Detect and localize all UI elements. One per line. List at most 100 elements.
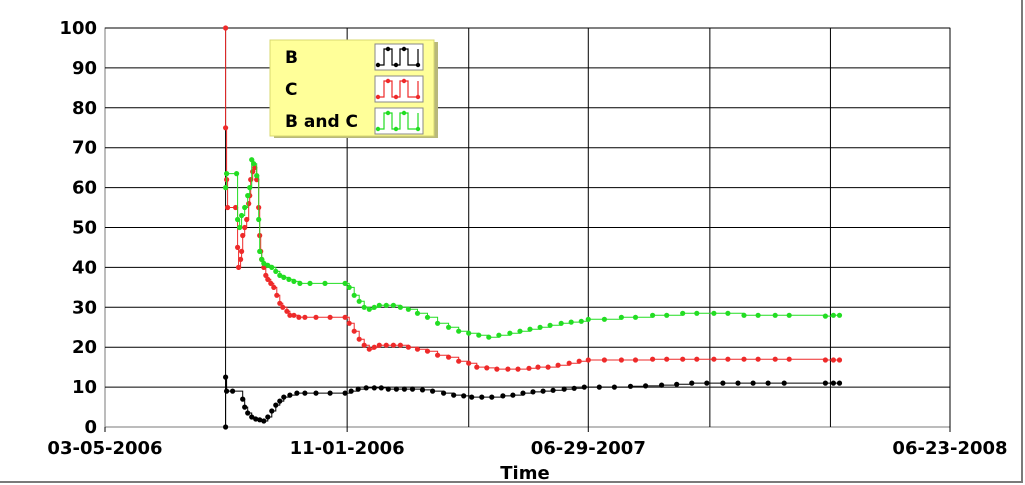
y-tick-label: 100 [59, 18, 97, 39]
data-point [342, 280, 348, 286]
data-point [249, 414, 255, 420]
y-tick-label: 10 [72, 377, 97, 398]
x-axis: 03-05-2006 11-01-2006 06-29-2007 06-23-2008 [47, 427, 1008, 459]
data-point [405, 306, 411, 312]
data-point [755, 356, 761, 362]
data-point [517, 328, 523, 334]
data-point [265, 276, 271, 282]
legend-label: B [285, 48, 298, 68]
data-point [383, 342, 389, 348]
x-axis-title: Time [500, 463, 549, 484]
data-point [223, 374, 229, 380]
data-point [246, 201, 252, 207]
data-point [327, 314, 333, 320]
data-point [397, 304, 403, 310]
data-point [466, 360, 472, 366]
data-point [741, 356, 747, 362]
data-point [356, 336, 362, 342]
data-point [456, 328, 462, 334]
data-point [269, 408, 275, 414]
data-point [239, 212, 245, 219]
data-point [537, 324, 543, 330]
data-point [302, 390, 308, 396]
data-point [273, 268, 279, 274]
data-point [322, 280, 328, 286]
data-point [540, 388, 546, 394]
data-point [286, 276, 292, 282]
data-point [277, 300, 283, 306]
data-point [424, 348, 431, 354]
data-point [294, 390, 300, 396]
data-point [414, 310, 421, 316]
data-point [664, 312, 670, 318]
data-point [830, 380, 837, 386]
data-point [689, 380, 695, 386]
data-point [555, 362, 561, 368]
data-point [765, 380, 771, 386]
data-point [494, 366, 500, 372]
data-point [750, 380, 756, 386]
data-point [741, 312, 747, 318]
data-point [561, 386, 567, 392]
data-point [385, 386, 391, 392]
data-point [585, 357, 591, 363]
data-point [390, 302, 396, 308]
data-point [469, 394, 475, 400]
data-point [313, 390, 319, 396]
data-point [224, 388, 230, 394]
data-point [489, 394, 495, 400]
data-point [277, 398, 283, 404]
data-point [378, 385, 384, 391]
data-point [530, 389, 536, 395]
data-point [307, 280, 313, 286]
data-point [371, 344, 377, 350]
data-point [786, 312, 792, 318]
data-point [263, 272, 269, 278]
data-point [711, 356, 717, 362]
legend-swatch [374, 43, 424, 71]
data-point [822, 357, 829, 363]
data-point [618, 314, 625, 320]
data-point [680, 356, 686, 362]
data-point [755, 312, 761, 318]
data-point [252, 165, 258, 171]
data-point [240, 396, 246, 402]
data-point [618, 357, 625, 363]
y-tick-label: 80 [72, 98, 97, 119]
data-point [253, 416, 259, 422]
data-point [247, 185, 253, 191]
data-point [291, 312, 297, 318]
data-point [313, 314, 319, 320]
data-point [822, 380, 829, 386]
data-point [611, 384, 618, 390]
data-point [781, 380, 787, 386]
data-point [346, 320, 352, 326]
data-point [500, 393, 506, 399]
x-tick-label: 03-05-2006 [47, 438, 162, 459]
data-point [664, 356, 670, 362]
data-point [383, 302, 389, 308]
data-point [257, 248, 263, 254]
data-point [238, 256, 244, 262]
data-point [466, 330, 472, 336]
y-tick-label: 90 [72, 58, 97, 79]
data-point [242, 204, 248, 211]
data-point [223, 185, 229, 191]
data-point [424, 314, 431, 320]
data-point [236, 264, 242, 270]
data-point [596, 384, 602, 390]
data-point [235, 216, 241, 223]
data-point [430, 388, 436, 394]
data-point [327, 390, 333, 396]
data-point [248, 177, 254, 183]
legend-swatch [374, 107, 424, 135]
data-point [376, 342, 382, 348]
data-point [476, 332, 482, 338]
data-point [249, 157, 255, 163]
data-point [363, 385, 369, 391]
data-point [496, 332, 502, 338]
data-point [274, 292, 280, 298]
data-point [261, 264, 267, 270]
data-point [291, 278, 297, 284]
